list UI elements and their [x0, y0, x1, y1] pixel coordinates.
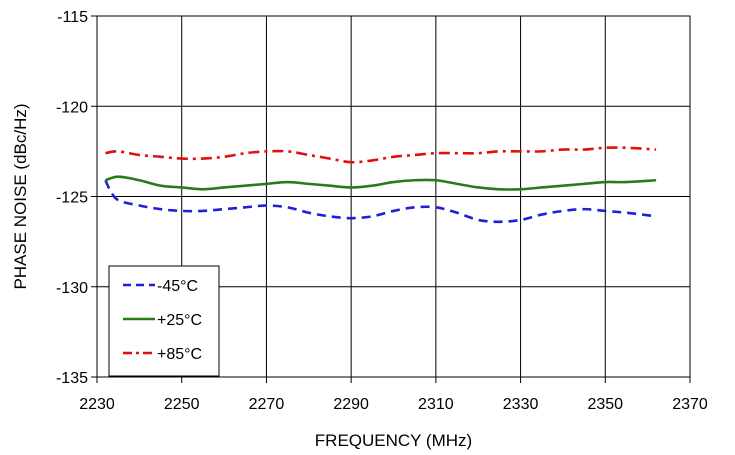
legend-label: -45°C [157, 278, 198, 295]
legend: -45°C +25°C +85°C [108, 265, 220, 377]
legend-label: +85°C [157, 346, 202, 363]
x-tick-label: 2250 [164, 396, 200, 413]
x-tick-label: 2230 [79, 396, 115, 413]
x-tick-label: 2370 [672, 396, 708, 413]
legend-label: +25°C [157, 312, 202, 329]
x-tick-label: 2330 [503, 396, 539, 413]
y-axis-title: PHASE NOISE (dBc/Hz) [11, 103, 30, 289]
y-tick-label: -130 [56, 280, 88, 297]
x-tick-label: 2350 [587, 396, 623, 413]
y-tick-label: -125 [56, 190, 88, 207]
series-line-2 [105, 146, 657, 164]
series-line-1 [105, 175, 657, 191]
x-axis-title: FREQUENCY (MHz) [315, 431, 472, 450]
x-tick-label: 2290 [333, 396, 369, 413]
data-series [104, 146, 657, 224]
y-tick-label: -120 [56, 99, 88, 116]
axis-ticks: 2230 2250 2270 2290 2310 2330 2350 2370 -115 -120… [56, 9, 708, 413]
x-tick-label: 2270 [249, 396, 285, 413]
series-line-0 [104, 179, 657, 224]
y-tick-label: -135 [56, 370, 88, 387]
x-tick-label: 2310 [418, 396, 454, 413]
y-tick-label: -115 [57, 9, 88, 26]
